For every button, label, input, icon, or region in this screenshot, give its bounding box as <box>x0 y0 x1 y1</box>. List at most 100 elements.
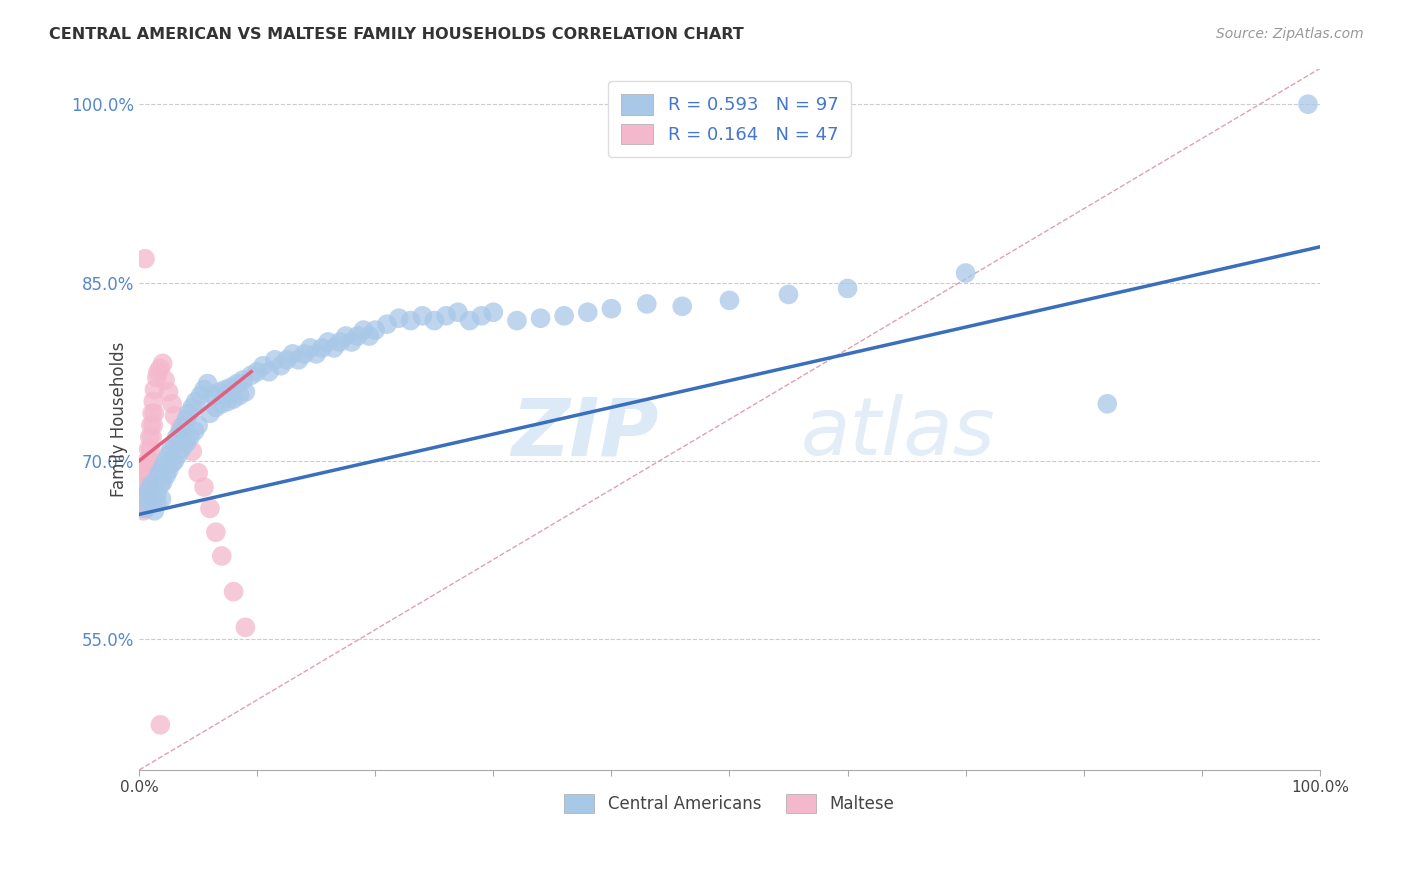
Point <box>146 370 169 384</box>
Point <box>364 323 387 337</box>
Point <box>955 266 977 280</box>
Point <box>322 341 344 355</box>
Point <box>142 490 165 504</box>
Point <box>157 463 180 477</box>
Point <box>136 491 159 506</box>
Point <box>246 365 269 379</box>
Point <box>257 365 280 379</box>
Point <box>270 359 292 373</box>
Point <box>179 430 201 444</box>
Point <box>138 483 160 498</box>
Point <box>181 401 204 415</box>
Point <box>141 406 163 420</box>
Point <box>222 392 245 406</box>
Point <box>837 281 859 295</box>
Point <box>138 454 160 468</box>
Point <box>163 454 186 468</box>
Text: CENTRAL AMERICAN VS MALTESE FAMILY HOUSEHOLDS CORRELATION CHART: CENTRAL AMERICAN VS MALTESE FAMILY HOUSE… <box>49 27 744 42</box>
Point <box>346 329 368 343</box>
Point <box>600 301 623 316</box>
Point <box>134 501 156 516</box>
Point <box>217 394 239 409</box>
Point <box>169 424 191 438</box>
Point <box>163 409 186 423</box>
Point <box>139 468 162 483</box>
Point <box>139 495 162 509</box>
Point <box>235 620 257 634</box>
Point <box>166 430 188 444</box>
Point <box>222 584 245 599</box>
Point <box>173 418 195 433</box>
Point <box>170 442 193 456</box>
Point <box>135 501 157 516</box>
Point <box>205 401 228 415</box>
Point <box>232 373 254 387</box>
Point <box>352 323 374 337</box>
Y-axis label: Family Households: Family Households <box>110 342 128 497</box>
Point <box>149 361 172 376</box>
Point <box>135 459 157 474</box>
Point <box>276 352 298 367</box>
Point <box>198 501 221 516</box>
Point <box>226 376 249 391</box>
Point <box>157 384 180 399</box>
Point <box>184 394 207 409</box>
Point <box>176 436 198 450</box>
Point <box>160 456 183 470</box>
Point <box>187 418 209 433</box>
Point <box>193 383 215 397</box>
Point <box>329 334 352 349</box>
Point <box>211 549 233 563</box>
Point <box>139 477 162 491</box>
Point <box>211 397 233 411</box>
Point <box>143 504 166 518</box>
Point <box>155 468 177 483</box>
Point <box>143 406 166 420</box>
Point <box>423 313 446 327</box>
Point <box>1097 397 1119 411</box>
Point <box>183 424 205 438</box>
Point <box>205 525 228 540</box>
Point <box>252 359 274 373</box>
Point <box>190 388 212 402</box>
Point <box>299 341 322 355</box>
Point <box>153 454 176 468</box>
Point <box>316 334 339 349</box>
Point <box>181 444 204 458</box>
Point <box>134 252 156 266</box>
Point <box>132 477 155 491</box>
Point <box>146 365 169 379</box>
Point <box>778 287 800 301</box>
Point <box>671 299 693 313</box>
Point <box>152 475 174 490</box>
Point <box>198 406 221 420</box>
Point <box>1296 97 1319 112</box>
Point <box>152 356 174 370</box>
Text: ZIP: ZIP <box>512 394 658 472</box>
Point <box>553 309 575 323</box>
Point <box>132 504 155 518</box>
Point <box>294 347 316 361</box>
Point <box>169 420 191 434</box>
Point <box>177 406 200 420</box>
Point <box>152 459 174 474</box>
Point <box>240 368 263 383</box>
Point <box>139 442 162 456</box>
Point <box>340 334 363 349</box>
Point <box>447 305 470 319</box>
Point <box>142 394 165 409</box>
Point <box>138 459 160 474</box>
Point <box>718 293 741 308</box>
Point <box>281 347 304 361</box>
Point <box>146 472 169 486</box>
Point <box>134 466 156 480</box>
Point <box>264 352 287 367</box>
Point <box>576 305 599 319</box>
Point <box>141 430 163 444</box>
Point <box>138 475 160 490</box>
Point <box>138 483 160 498</box>
Point <box>163 436 186 450</box>
Point <box>131 501 153 516</box>
Point <box>146 487 169 501</box>
Point <box>136 454 159 468</box>
